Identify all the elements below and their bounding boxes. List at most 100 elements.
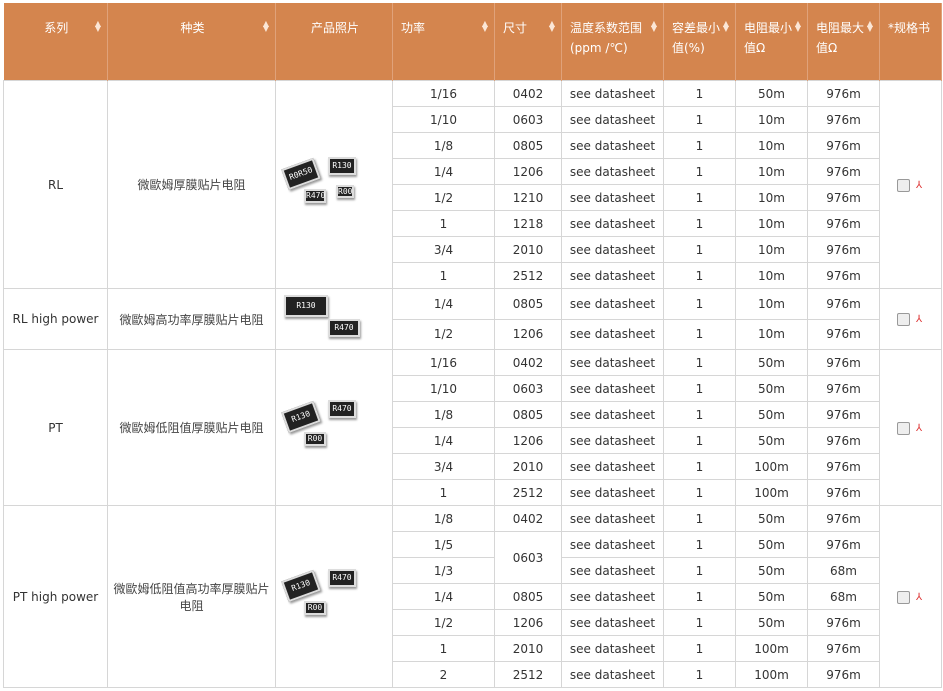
column-header-0[interactable]: 系列 ▲ ▼ bbox=[3, 3, 108, 81]
column-header-6[interactable]: 容差最小值(%) ▲ ▼ bbox=[663, 3, 736, 81]
pdf-icon[interactable]: ⅄ bbox=[915, 591, 923, 603]
resistor-image: R130 R470 R00 bbox=[281, 567, 384, 627]
tolerance-cell: 1 bbox=[663, 479, 736, 506]
header-label: 系列 bbox=[44, 21, 69, 35]
max-resistance-cell: 976m bbox=[807, 453, 880, 480]
select-checkbox[interactable] bbox=[897, 178, 910, 192]
datasheet-cell: ⅄ bbox=[879, 505, 942, 688]
tcr-cell: see datasheet bbox=[561, 661, 664, 688]
tolerance-cell: 1 bbox=[663, 583, 736, 610]
sort-icon[interactable]: ▲ ▼ bbox=[650, 19, 657, 33]
max-resistance-cell: 976m bbox=[807, 80, 880, 107]
header-row: 系列 ▲ ▼ 种类 ▲ ▼ 产品照片 功率 ▲ ▼ 尺寸 ▲ ▼ 温度系数范围 (ppm /℃) ▲ ▼ 容差最… bbox=[3, 3, 942, 81]
table-row: 1/8 0805 see datasheet 1 10m 976m bbox=[4, 132, 942, 159]
tolerance-cell: 1 bbox=[663, 184, 736, 211]
tcr-cell: see datasheet bbox=[561, 132, 664, 159]
sort-icon[interactable]: ▲ ▼ bbox=[94, 19, 101, 33]
column-header-3[interactable]: 功率 ▲ ▼ bbox=[392, 3, 495, 81]
min-resistance-cell: 10m bbox=[735, 210, 808, 237]
table-row: 3/4 2010 see datasheet 1 10m 976m bbox=[4, 236, 942, 263]
min-resistance-cell: 100m bbox=[735, 479, 808, 506]
size-cell: 2010 bbox=[494, 635, 562, 662]
max-resistance-cell: 976m bbox=[807, 531, 880, 558]
power-cell: 1/10 bbox=[392, 375, 495, 402]
sort-icon[interactable]: ▲ ▼ bbox=[548, 19, 555, 33]
tcr-cell: see datasheet bbox=[561, 531, 664, 558]
min-resistance-cell: 50m bbox=[735, 401, 808, 428]
min-resistance-cell: 10m bbox=[735, 184, 808, 211]
column-header-1[interactable]: 种类 ▲ ▼ bbox=[107, 3, 276, 81]
min-resistance-cell: 10m bbox=[735, 262, 808, 289]
tolerance-cell: 1 bbox=[663, 262, 736, 289]
tolerance-cell: 1 bbox=[663, 210, 736, 237]
max-resistance-cell: 976m bbox=[807, 262, 880, 289]
size-cell: 0805 bbox=[494, 132, 562, 159]
datasheet-cell: ⅄ bbox=[879, 349, 942, 506]
type-cell: 微歐姆厚膜贴片电阻 bbox=[107, 80, 276, 289]
pdf-icon[interactable]: ⅄ bbox=[915, 422, 923, 434]
power-cell: 1/2 bbox=[392, 184, 495, 211]
power-cell: 1/8 bbox=[392, 401, 495, 428]
power-cell: 1/5 bbox=[392, 531, 495, 558]
type-cell: 微歐姆高功率厚膜贴片电阻 bbox=[107, 288, 276, 350]
max-resistance-cell: 976m bbox=[807, 106, 880, 133]
table-row: RL 微歐姆厚膜贴片电阻 R0R50 R130 R470 R00 1/16 0402 see d… bbox=[3, 80, 942, 289]
tcr-cell: see datasheet bbox=[561, 505, 664, 532]
tcr-cell: see datasheet bbox=[561, 288, 664, 320]
tolerance-cell: 1 bbox=[663, 427, 736, 454]
max-resistance-cell: 976m bbox=[807, 288, 880, 320]
product-photo: R130 R470 R00 bbox=[275, 349, 393, 506]
min-resistance-cell: 50m bbox=[735, 609, 808, 636]
size-cell: 2010 bbox=[494, 453, 562, 480]
select-checkbox[interactable] bbox=[897, 313, 910, 326]
pdf-icon[interactable]: ⅄ bbox=[915, 179, 923, 191]
select-checkbox[interactable] bbox=[897, 421, 910, 435]
header-label: 种类 bbox=[180, 21, 205, 35]
size-cell: 0402 bbox=[494, 505, 562, 532]
max-resistance-cell: 976m bbox=[807, 401, 880, 428]
max-resistance-cell: 976m bbox=[807, 479, 880, 506]
series-cell: RL bbox=[3, 80, 108, 289]
tcr-cell: see datasheet bbox=[561, 184, 664, 211]
column-header-5[interactable]: 温度系数范围 (ppm /℃) ▲ ▼ bbox=[561, 3, 664, 81]
select-checkbox[interactable] bbox=[897, 590, 910, 604]
max-resistance-cell: 68m bbox=[807, 583, 880, 610]
min-resistance-cell: 10m bbox=[735, 158, 808, 185]
type-cell: 微歐姆低阻值厚膜贴片电阻 bbox=[107, 349, 276, 506]
sort-icon[interactable]: ▲ ▼ bbox=[262, 19, 269, 33]
size-cell: 0603 bbox=[494, 375, 562, 402]
size-cell: 1206 bbox=[494, 158, 562, 185]
table-row: 1/10 0603 see datasheet 1 10m 976m bbox=[4, 106, 942, 133]
power-cell: 1/4 bbox=[392, 583, 495, 610]
header-label: 容差最小值(%) bbox=[672, 21, 721, 55]
column-header-4[interactable]: 尺寸 ▲ ▼ bbox=[494, 3, 562, 81]
size-cell: 0805 bbox=[494, 583, 562, 610]
max-resistance-cell: 976m bbox=[807, 132, 880, 159]
tcr-cell: see datasheet bbox=[561, 236, 664, 263]
size-cell: 0603 bbox=[494, 531, 562, 584]
tolerance-cell: 1 bbox=[663, 453, 736, 480]
tolerance-cell: 1 bbox=[663, 158, 736, 185]
column-header-8[interactable]: 电阻最大值Ω ▲ ▼ bbox=[807, 3, 880, 81]
sort-icon[interactable]: ▲ ▼ bbox=[794, 19, 801, 33]
min-resistance-cell: 10m bbox=[735, 132, 808, 159]
tcr-cell: see datasheet bbox=[561, 635, 664, 662]
header-label: 电阻最大值Ω bbox=[816, 21, 865, 55]
header-label: 电阻最小值Ω bbox=[744, 21, 793, 55]
power-cell: 1/2 bbox=[392, 609, 495, 636]
column-header-2: 产品照片 bbox=[275, 3, 393, 81]
max-resistance-cell: 976m bbox=[807, 609, 880, 636]
sort-icon[interactable]: ▲ ▼ bbox=[722, 19, 729, 33]
sort-icon[interactable]: ▲ ▼ bbox=[481, 19, 488, 33]
tolerance-cell: 1 bbox=[663, 635, 736, 662]
min-resistance-cell: 50m bbox=[735, 349, 808, 376]
power-cell: 3/4 bbox=[392, 453, 495, 480]
tcr-cell: see datasheet bbox=[561, 609, 664, 636]
table-row: 1/2 1206 see datasheet 1 50m 976m bbox=[4, 609, 942, 636]
sort-icon[interactable]: ▲ ▼ bbox=[866, 19, 873, 33]
column-header-7[interactable]: 电阻最小值Ω ▲ ▼ bbox=[735, 3, 808, 81]
min-resistance-cell: 50m bbox=[735, 80, 808, 107]
table-row: 1 1218 see datasheet 1 10m 976m bbox=[4, 210, 942, 237]
pdf-icon[interactable]: ⅄ bbox=[915, 314, 923, 325]
tolerance-cell: 1 bbox=[663, 661, 736, 688]
